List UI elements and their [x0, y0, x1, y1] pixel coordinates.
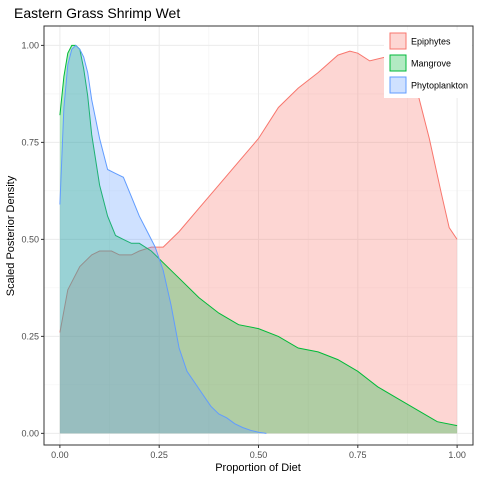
- x-tick-label: 1.00: [448, 450, 466, 460]
- y-axis: 0.00 0.25 0.50 0.75 1.00: [21, 40, 44, 438]
- legend-label-phytoplankton: Phytoplankton: [411, 81, 468, 91]
- y-tick-label: 0.50: [21, 234, 39, 244]
- y-axis-title: Scaled Posterior Density: [5, 175, 17, 296]
- chart-title: Eastern Grass Shrimp Wet: [14, 5, 180, 21]
- x-tick-label: 0.25: [150, 450, 168, 460]
- area-epiphytes: [59, 51, 458, 434]
- y-tick-label: 0.75: [21, 137, 39, 147]
- legend: Epiphytes Mangrove Phytoplankton: [384, 30, 472, 98]
- y-tick-label: 1.00: [21, 40, 39, 50]
- x-tick-label: 0.00: [51, 450, 69, 460]
- x-tick-label: 0.75: [349, 450, 367, 460]
- y-tick-label: 0.25: [21, 331, 39, 341]
- area-phytoplankton: [59, 45, 267, 434]
- line-phytoplankton: [59, 44, 267, 434]
- legend-label-mangrove: Mangrove: [411, 59, 451, 69]
- x-tick-label: 0.50: [250, 450, 268, 460]
- legend-label-epiphytes: Epiphytes: [411, 37, 451, 47]
- x-axis-title: Proportion of Diet: [215, 462, 301, 474]
- x-axis: 0.00 0.25 0.50 0.75 1.00: [51, 445, 466, 460]
- line-mangrove: [59, 44, 458, 427]
- legend-key-phytoplankton: [389, 76, 407, 94]
- legend-background: [384, 30, 472, 98]
- y-tick-label: 0.00: [21, 428, 39, 438]
- grid-major: [44, 26, 473, 445]
- legend-key-mangrove: [389, 54, 407, 72]
- area-mangrove: [59, 45, 458, 434]
- legend-key-epiphytes: [389, 32, 407, 50]
